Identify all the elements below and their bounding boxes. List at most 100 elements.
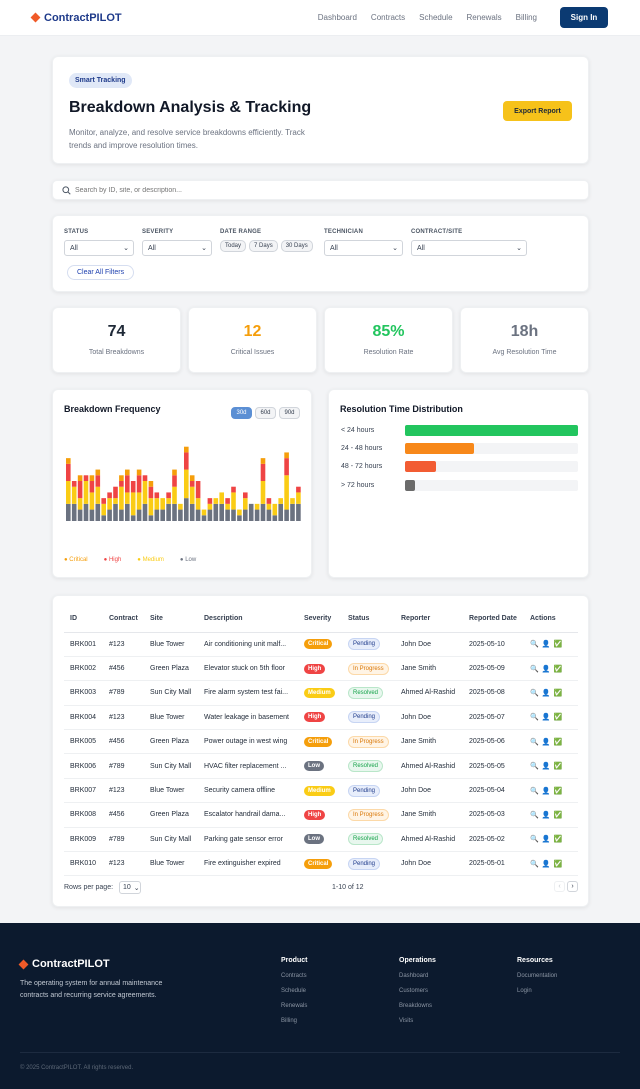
table-row[interactable]: BRK003 #789 Sun City Mall Fire alarm system… [64, 680, 578, 706]
nav-link-renewals[interactable]: Renewals [466, 13, 502, 22]
contract-site-select[interactable]: All ⌄ [411, 240, 527, 256]
cell-description: Escalator handrail dama... [198, 802, 298, 828]
severity-badge: High [304, 663, 326, 674]
table-row[interactable]: BRK009 #789 Sun City Mall Parking gate sens… [64, 827, 578, 853]
date-30days-button[interactable]: 30 Days [280, 240, 313, 252]
brand-logo[interactable]: ContractPILOT [30, 12, 122, 24]
rows-per-page-select[interactable]: 10 ⌄ [119, 881, 141, 894]
status-select[interactable]: All ⌄ [64, 240, 134, 256]
date-today-button[interactable]: Today [220, 240, 247, 252]
range-60d-button[interactable]: 60d [255, 407, 276, 419]
table-row[interactable]: BRK006 #789 Sun City Mall HVAC filter repla… [64, 753, 578, 779]
nav-link-billing[interactable]: Billing [515, 13, 537, 22]
bar-segment-low [113, 503, 118, 521]
table-row[interactable]: BRK010 #123 Blue Tower Fire extinguisher ex… [64, 851, 578, 877]
assign-user-icon[interactable]: 👤 [541, 763, 551, 771]
copyright: © 2025 ContractPILOT. All rights reserve… [20, 1065, 134, 1071]
rows-per-page-value: 10 [123, 884, 131, 891]
resolve-check-icon[interactable]: ✅ [553, 738, 563, 746]
assign-user-icon[interactable]: 👤 [541, 787, 551, 795]
view-icon[interactable]: 🔍 [530, 811, 539, 819]
technician-select[interactable]: All ⌄ [324, 240, 403, 256]
severity-badge: Low [304, 834, 324, 845]
severity-select[interactable]: All ⌄ [142, 240, 212, 256]
bar-segment-medium [219, 492, 224, 504]
cell-description: Elevator stuck on 5th floor [198, 656, 298, 682]
table-row[interactable]: BRK001 #123 Blue Tower Air conditioning uni… [64, 632, 578, 657]
table-row[interactable]: BRK008 #456 Green Plaza Escalator handrail … [64, 802, 578, 828]
footer-link-renewals[interactable]: Renewals [281, 1003, 308, 1009]
clear-filters-button[interactable]: Clear All Filters [67, 265, 135, 280]
table-row[interactable]: BRK005 #456 Green Plaza Power outage in wes… [64, 729, 578, 755]
assign-user-icon[interactable]: 👤 [541, 714, 551, 722]
resolution-bar-fill [405, 443, 475, 454]
footer-link-billing[interactable]: Billing [281, 1018, 298, 1024]
footer-link-login[interactable]: Login [517, 988, 532, 994]
footer-brand[interactable]: ContractPILOT [18, 958, 110, 970]
status-filter: STATUS All ⌄ [64, 229, 134, 256]
resolve-check-icon[interactable]: ✅ [553, 860, 563, 868]
sign-in-button[interactable]: Sign In [560, 7, 608, 28]
bar-segment-low [231, 509, 236, 521]
bar-segment-medium [296, 492, 301, 504]
bar-segment-high [266, 498, 272, 504]
col-contract[interactable]: Contract [103, 606, 144, 633]
footer-link-breakdowns[interactable]: Breakdowns [399, 1003, 433, 1009]
table-row[interactable]: BRK004 #123 Blue Tower Water leakage in bas… [64, 705, 578, 731]
col-severity[interactable]: Severity [298, 606, 342, 633]
nav-link-contracts[interactable]: Contracts [370, 13, 406, 22]
assign-user-icon[interactable]: 👤 [541, 860, 551, 868]
assign-user-icon[interactable]: 👤 [541, 641, 551, 649]
view-icon[interactable]: 🔍 [530, 738, 539, 746]
view-icon[interactable]: 🔍 [530, 641, 539, 649]
date-7days-button[interactable]: 7 Days [249, 240, 278, 252]
col-id[interactable]: ID [64, 606, 103, 633]
col-description[interactable]: Description [198, 606, 298, 633]
next-page-button[interactable]: › [567, 881, 578, 892]
bar-segment-critical [119, 475, 124, 481]
col-reported-date[interactable]: Reported Date [463, 606, 524, 633]
resolve-check-icon[interactable]: ✅ [553, 641, 563, 649]
search-input[interactable] [75, 186, 555, 194]
view-icon[interactable]: 🔍 [530, 787, 539, 795]
nav-link-schedule[interactable]: Schedule [419, 13, 453, 22]
bar-segment-low [160, 509, 165, 521]
resolve-check-icon[interactable]: ✅ [553, 811, 563, 819]
col-status[interactable]: Status [342, 606, 395, 633]
footer-link-dashboard[interactable]: Dashboard [399, 973, 429, 979]
resolve-check-icon[interactable]: ✅ [553, 836, 563, 844]
resolve-check-icon[interactable]: ✅ [553, 787, 563, 795]
footer-link-customers[interactable]: Customers [399, 988, 429, 994]
footer-link-schedule[interactable]: Schedule [281, 988, 307, 994]
bar-segment-high [166, 492, 171, 499]
view-icon[interactable]: 🔍 [530, 665, 539, 673]
footer-link-contracts[interactable]: Contracts [281, 973, 307, 979]
export-report-button[interactable]: Export Report [503, 101, 572, 121]
table-row[interactable]: BRK007 #123 Blue Tower Security camera offl… [64, 778, 578, 804]
resolve-check-icon[interactable]: ✅ [553, 689, 563, 697]
footer-link-visits[interactable]: Visits [399, 1018, 414, 1024]
assign-user-icon[interactable]: 👤 [541, 836, 551, 844]
col-site[interactable]: Site [144, 606, 198, 633]
assign-user-icon[interactable]: 👤 [541, 665, 551, 673]
resolution-row-48-72h: 48 - 72 hours [341, 461, 578, 473]
resolve-check-icon[interactable]: ✅ [553, 665, 563, 673]
resolve-check-icon[interactable]: ✅ [553, 714, 563, 722]
footer-link-documentation[interactable]: Documentation [517, 973, 558, 979]
range-30d-button[interactable]: 30d [231, 407, 252, 419]
nav-link-dashboard[interactable]: Dashboard [317, 13, 357, 22]
range-90d-button[interactable]: 90d [279, 407, 300, 419]
assign-user-icon[interactable]: 👤 [541, 811, 551, 819]
view-icon[interactable]: 🔍 [530, 714, 539, 722]
assign-user-icon[interactable]: 👤 [541, 738, 551, 746]
resolve-check-icon[interactable]: ✅ [553, 763, 563, 771]
col-reporter[interactable]: Reporter [395, 606, 463, 633]
view-icon[interactable]: 🔍 [530, 836, 539, 844]
table-row[interactable]: BRK002 #456 Green Plaza Elevator stuck on 5… [64, 656, 578, 682]
view-icon[interactable]: 🔍 [530, 763, 539, 771]
bar-segment-high [260, 463, 266, 481]
view-icon[interactable]: 🔍 [530, 689, 539, 697]
view-icon[interactable]: 🔍 [530, 860, 539, 868]
assign-user-icon[interactable]: 👤 [541, 689, 551, 697]
prev-page-button[interactable]: ‹ [554, 881, 565, 892]
